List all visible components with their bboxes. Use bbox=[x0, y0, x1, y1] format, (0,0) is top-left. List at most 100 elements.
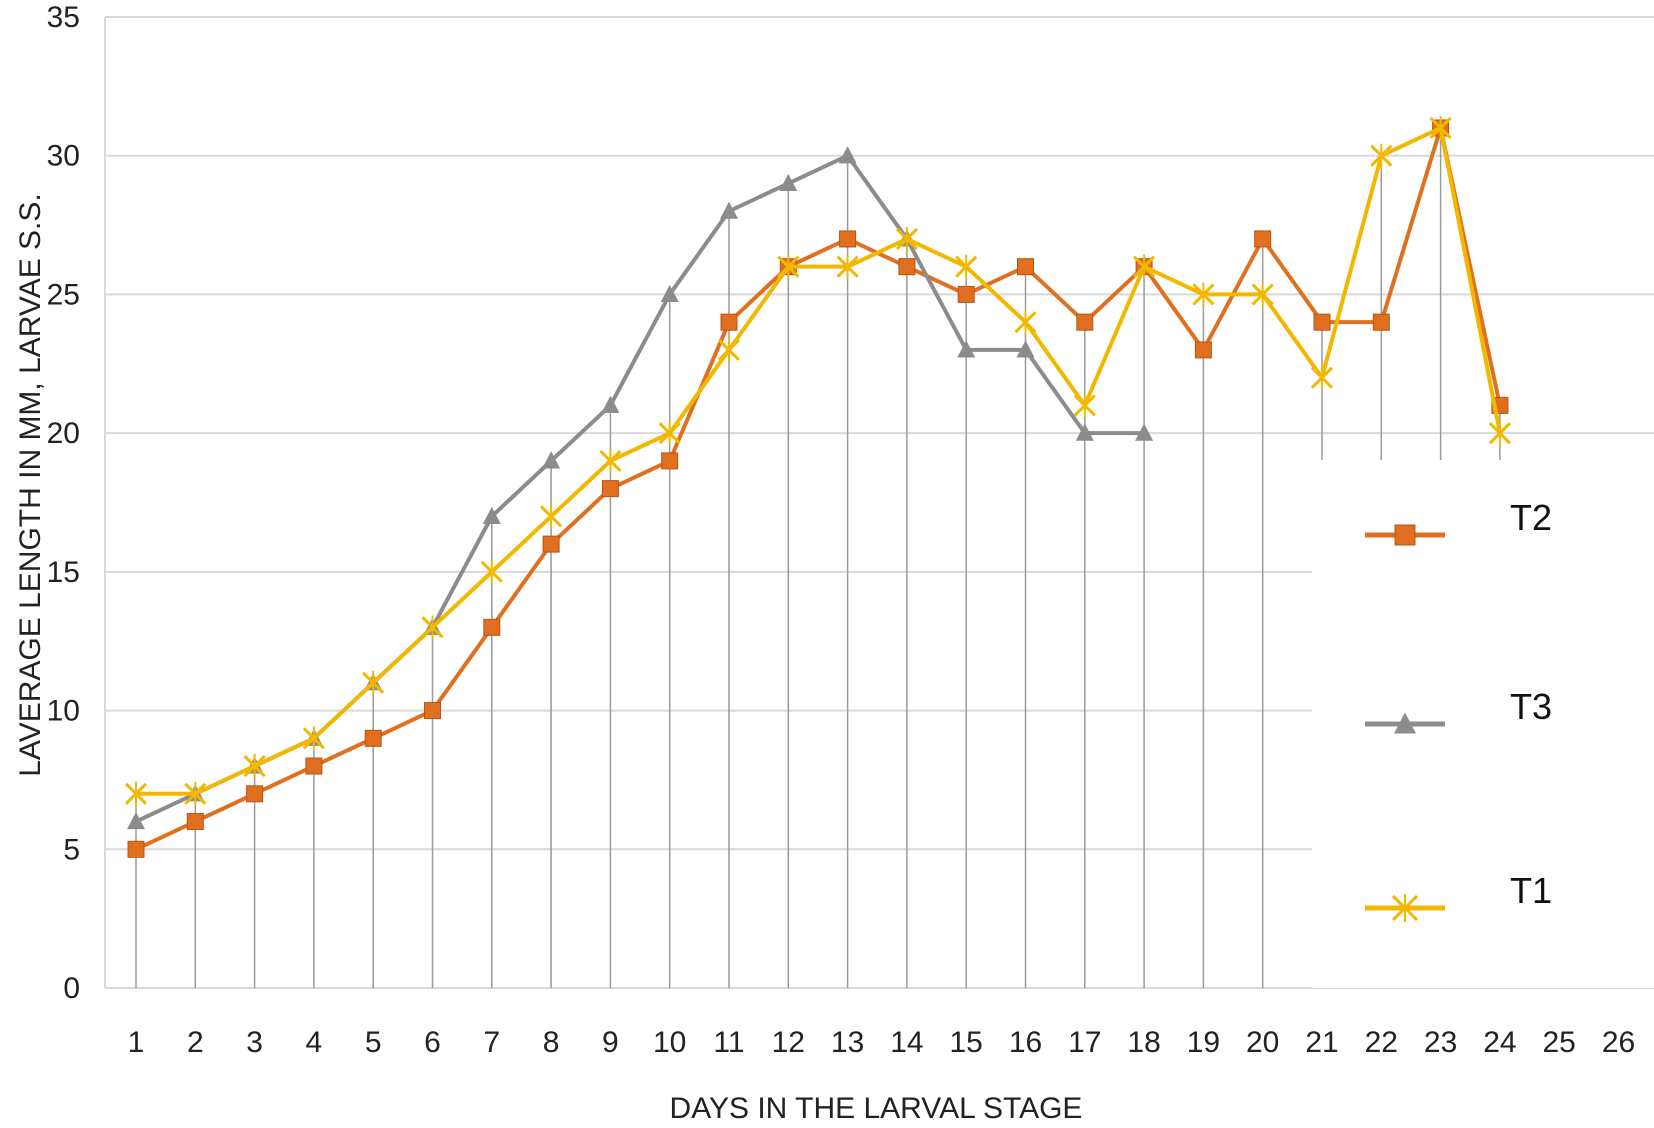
legend-label: T1 bbox=[1510, 870, 1552, 911]
marker-x bbox=[1251, 282, 1274, 307]
marker-x bbox=[243, 754, 266, 779]
series-line-t2 bbox=[135, 125, 1502, 852]
drop-lines bbox=[135, 127, 1501, 988]
marker-square bbox=[1254, 230, 1272, 248]
marker-square bbox=[1394, 524, 1416, 546]
x-tick-label: 4 bbox=[306, 1026, 323, 1059]
y-tick-label: 35 bbox=[47, 1, 80, 34]
marker-x bbox=[184, 781, 207, 806]
legend-item-t2: T2 bbox=[1365, 497, 1552, 546]
y-axis-ticks: 0 5 10 15 20 25 30 35 bbox=[47, 1, 80, 1005]
marker-square bbox=[1194, 341, 1212, 359]
x-tick-label: 8 bbox=[543, 1026, 560, 1059]
x-tick-label: 2 bbox=[187, 1026, 204, 1059]
marker-square bbox=[661, 452, 679, 470]
x-tick-label: 12 bbox=[772, 1026, 805, 1059]
marker-square bbox=[1313, 313, 1331, 331]
x-tick-label: 24 bbox=[1483, 1026, 1516, 1059]
y-tick-label: 20 bbox=[47, 417, 80, 450]
marker-triangle bbox=[838, 146, 857, 164]
x-tick-label: 18 bbox=[1127, 1026, 1160, 1059]
y-tick-label: 25 bbox=[47, 278, 80, 311]
marker-square bbox=[364, 729, 382, 747]
marker-square bbox=[483, 618, 501, 636]
x-tick-label: 16 bbox=[1009, 1026, 1042, 1059]
marker-square bbox=[601, 480, 619, 498]
x-tick-label: 21 bbox=[1305, 1026, 1338, 1059]
y-tick-label: 5 bbox=[63, 833, 80, 866]
series-line-t1 bbox=[136, 125, 1502, 796]
y-tick-label: 15 bbox=[47, 556, 80, 589]
marker-x bbox=[1391, 894, 1419, 922]
marker-square bbox=[839, 230, 857, 248]
marker-square bbox=[305, 757, 323, 775]
x-tick-label: 7 bbox=[483, 1026, 500, 1059]
x-tick-label: 22 bbox=[1365, 1026, 1398, 1059]
marker-triangle bbox=[660, 284, 679, 303]
series-t2 bbox=[127, 119, 1509, 858]
grid-lines bbox=[104, 16, 1654, 989]
series-t3 bbox=[127, 146, 1154, 830]
marker-triangle bbox=[1394, 712, 1416, 734]
legend: T2 T3 T1 bbox=[1312, 460, 1654, 988]
marker-x bbox=[1192, 282, 1215, 307]
marker-x bbox=[955, 254, 978, 279]
marker-square bbox=[1017, 258, 1034, 276]
legend-item-t1: T1 bbox=[1365, 870, 1552, 922]
marker-triangle bbox=[1016, 340, 1035, 358]
series-line-t3 bbox=[135, 153, 1145, 824]
marker-x bbox=[1133, 254, 1156, 279]
x-tick-label: 11 bbox=[713, 1026, 744, 1059]
y-axis-title: LAVERAGE LENGTH IN MM, LARVAE S.S. bbox=[14, 193, 47, 777]
marker-triangle bbox=[720, 201, 738, 219]
series-t1 bbox=[124, 115, 1511, 806]
marker-x bbox=[658, 421, 681, 446]
marker-square bbox=[898, 258, 916, 276]
marker-square bbox=[127, 840, 145, 858]
x-tick-label: 5 bbox=[365, 1026, 382, 1059]
legend-label: T2 bbox=[1510, 497, 1552, 538]
x-tick-label: 9 bbox=[602, 1026, 619, 1059]
y-tick-label: 10 bbox=[47, 695, 80, 728]
marker-x bbox=[1488, 421, 1511, 446]
x-tick-label: 3 bbox=[246, 1026, 263, 1059]
marker-x bbox=[1073, 393, 1096, 418]
marker-triangle bbox=[601, 395, 620, 413]
x-tick-label: 23 bbox=[1424, 1026, 1457, 1059]
marker-square bbox=[957, 285, 975, 303]
legend-background bbox=[1312, 460, 1654, 988]
marker-triangle bbox=[482, 506, 501, 524]
x-tick-label: 15 bbox=[950, 1026, 983, 1059]
x-tick-label: 19 bbox=[1187, 1026, 1220, 1059]
marker-x bbox=[1370, 143, 1393, 168]
marker-x bbox=[362, 670, 385, 695]
marker-x bbox=[421, 615, 444, 640]
marker-x bbox=[777, 254, 800, 279]
marker-x bbox=[1310, 365, 1334, 390]
marker-triangle bbox=[957, 340, 976, 358]
x-tick-label: 14 bbox=[890, 1026, 923, 1059]
marker-square bbox=[186, 813, 204, 831]
marker-x bbox=[480, 559, 503, 584]
marker-triangle bbox=[127, 811, 145, 830]
marker-square bbox=[1372, 313, 1390, 331]
marker-x bbox=[895, 226, 918, 251]
marker-square bbox=[542, 535, 560, 553]
marker-x bbox=[599, 448, 622, 473]
series-group bbox=[124, 115, 1511, 858]
marker-square bbox=[246, 785, 264, 803]
marker-triangle bbox=[779, 173, 798, 192]
marker-x bbox=[1014, 310, 1037, 335]
x-tick-label: 17 bbox=[1068, 1026, 1101, 1059]
marker-square bbox=[1076, 313, 1094, 331]
x-tick-label: 1 bbox=[128, 1026, 145, 1059]
x-tick-label: 10 bbox=[653, 1026, 686, 1059]
x-tick-label: 6 bbox=[424, 1026, 441, 1059]
marker-x bbox=[717, 337, 741, 362]
x-tick-label: 25 bbox=[1543, 1026, 1576, 1059]
marker-triangle bbox=[1135, 423, 1154, 441]
marker-square bbox=[720, 313, 738, 331]
marker-x bbox=[540, 504, 563, 529]
legend-item-t3: T3 bbox=[1365, 686, 1552, 734]
